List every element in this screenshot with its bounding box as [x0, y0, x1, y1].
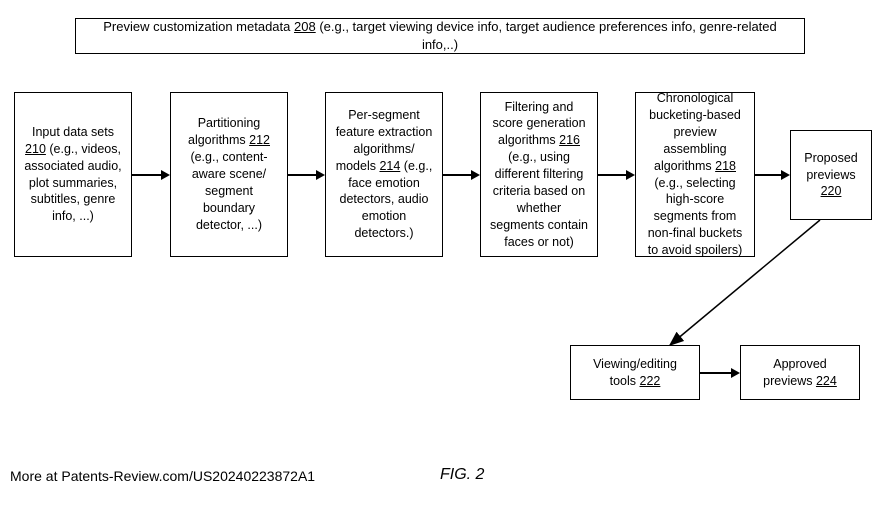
footer-source: More at Patents-Review.com/US20240223872…: [10, 468, 315, 484]
arrow-diag: [0, 0, 880, 505]
figure-label: FIG. 2: [440, 466, 484, 484]
